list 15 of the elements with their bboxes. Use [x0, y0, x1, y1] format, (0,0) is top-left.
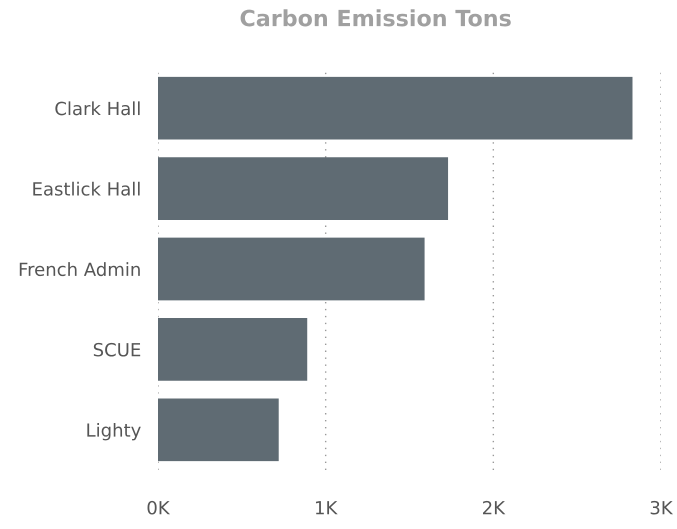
x-tick-label: 3K: [650, 500, 674, 515]
y-tick-label: French Admin: [20, 262, 140, 276]
bar: [158, 238, 425, 300]
bar: [158, 157, 448, 220]
x-tick-label: 2K: [482, 500, 506, 514]
bar: [158, 398, 279, 462]
bar: [158, 318, 308, 381]
y-tick-label: Clark Hall: [55, 101, 140, 116]
bar: [158, 76, 632, 140]
y-tick-label: Lighty: [87, 422, 141, 440]
y-tick-label: Eastlick Hall: [33, 182, 140, 196]
x-tick-label: 0K: [148, 500, 170, 515]
y-tick-label: SCUE: [94, 342, 140, 357]
x-tick-label: 1K: [316, 501, 338, 514]
chart-title: Carbon Emission Tons: [240, 9, 511, 26]
